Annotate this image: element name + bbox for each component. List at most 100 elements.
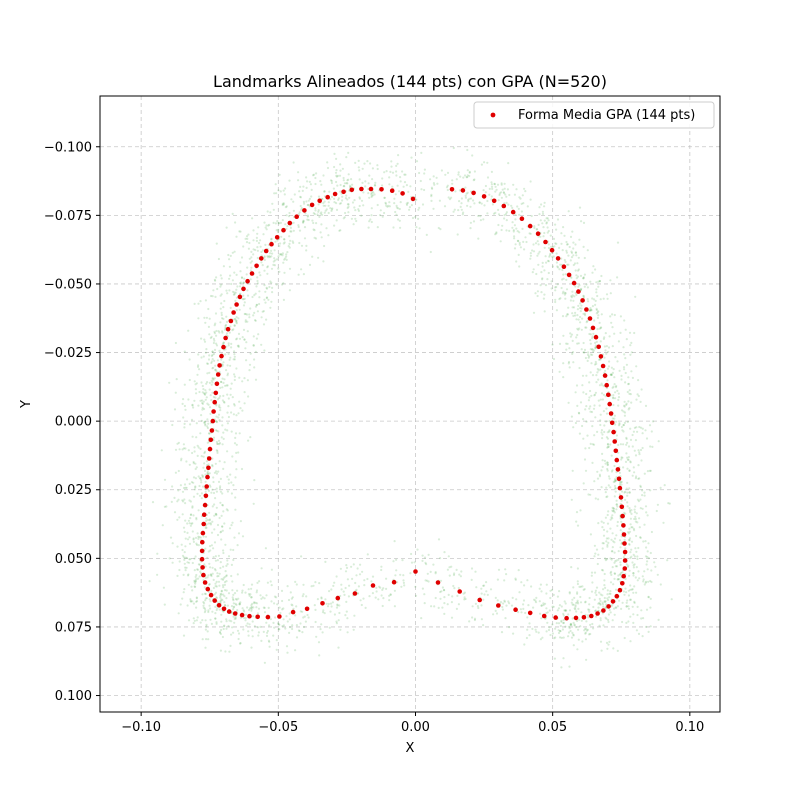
aligned-landmark-dot <box>288 289 291 292</box>
aligned-landmark-dot <box>299 196 302 199</box>
aligned-landmark-dot <box>285 645 289 648</box>
aligned-landmark-dot <box>273 192 276 195</box>
aligned-landmark-dot <box>237 412 240 415</box>
aligned-landmark-dot <box>251 295 254 299</box>
aligned-landmark-dot <box>333 224 336 227</box>
aligned-landmark-dot <box>614 560 617 563</box>
aligned-landmark-dot <box>383 196 386 199</box>
aligned-landmark-dot <box>171 542 174 545</box>
aligned-landmark-dot <box>572 586 575 589</box>
aligned-landmark-dot <box>313 604 316 607</box>
aligned-landmark-dot <box>605 436 609 439</box>
aligned-landmark-dot <box>215 490 218 493</box>
aligned-landmark-dot <box>546 611 549 614</box>
aligned-landmark-dot <box>525 240 528 244</box>
aligned-landmark-dot <box>362 191 365 194</box>
aligned-landmark-dot <box>203 607 206 610</box>
aligned-landmark-dot <box>194 580 197 583</box>
aligned-landmark-dot <box>524 190 527 193</box>
aligned-landmark-dot <box>583 256 586 260</box>
aligned-landmark-dot <box>211 520 214 523</box>
aligned-landmark-dot <box>218 405 221 408</box>
aligned-landmark-dot <box>215 421 219 424</box>
aligned-landmark-dot <box>215 608 218 612</box>
aligned-landmark-dot <box>353 206 356 209</box>
aligned-landmark-dot <box>346 206 349 210</box>
aligned-landmark-dot <box>200 479 203 482</box>
aligned-landmark-dot <box>148 580 151 583</box>
aligned-landmark-dot <box>453 208 456 211</box>
aligned-landmark-dot <box>414 585 417 588</box>
aligned-landmark-dot <box>183 404 186 408</box>
aligned-landmark-dot <box>613 511 616 514</box>
aligned-landmark-dot <box>646 560 649 563</box>
aligned-landmark-dot <box>566 313 569 316</box>
aligned-landmark-dot <box>429 178 432 181</box>
mean-landmark-point <box>609 420 615 426</box>
mean-landmark-point <box>527 223 533 229</box>
aligned-landmark-dot <box>247 395 250 398</box>
aligned-landmark-dot <box>236 573 239 576</box>
aligned-landmark-dot <box>191 600 194 603</box>
aligned-landmark-dot <box>199 536 202 539</box>
aligned-landmark-dot <box>636 557 639 561</box>
aligned-landmark-dot <box>268 285 271 289</box>
aligned-landmark-dot <box>227 624 230 628</box>
mean-landmark-point <box>595 611 600 616</box>
aligned-landmark-dot <box>600 326 603 329</box>
aligned-landmark-dot <box>524 611 527 615</box>
aligned-landmark-dot <box>594 416 597 419</box>
aligned-landmark-dot <box>619 561 622 564</box>
aligned-landmark-dot <box>299 610 302 613</box>
aligned-landmark-dot <box>344 570 348 573</box>
aligned-landmark-dot <box>244 320 247 323</box>
aligned-landmark-dot <box>645 625 648 629</box>
aligned-landmark-dot <box>233 271 236 274</box>
aligned-landmark-dot <box>596 562 599 566</box>
aligned-landmark-dot <box>215 344 219 347</box>
aligned-landmark-dot <box>201 476 204 479</box>
aligned-landmark-dot <box>379 214 382 217</box>
aligned-landmark-dot <box>571 352 574 355</box>
aligned-landmark-dot <box>220 302 223 305</box>
aligned-landmark-dot <box>193 450 196 453</box>
aligned-landmark-dot <box>591 353 594 356</box>
mean-landmark-point <box>215 372 221 377</box>
aligned-landmark-dot <box>524 236 527 239</box>
aligned-landmark-dot <box>395 204 398 207</box>
aligned-landmark-dot <box>593 393 597 396</box>
aligned-landmark-dot <box>239 520 242 523</box>
aligned-landmark-dot <box>646 568 649 571</box>
aligned-landmark-dot <box>333 613 336 616</box>
aligned-landmark-dot <box>582 312 585 315</box>
aligned-landmark-dot <box>413 561 416 564</box>
aligned-landmark-dot <box>606 379 609 382</box>
mean-landmark-point <box>232 611 238 616</box>
aligned-landmark-dot <box>399 180 402 183</box>
aligned-landmark-dot <box>313 229 316 232</box>
aligned-landmark-dot <box>204 398 207 401</box>
aligned-landmark-dot <box>601 612 605 615</box>
aligned-landmark-dot <box>578 327 581 330</box>
aligned-landmark-dot <box>232 293 235 296</box>
aligned-landmark-dot <box>233 442 237 445</box>
aligned-landmark-dot <box>230 282 233 286</box>
aligned-landmark-dot <box>182 447 186 450</box>
aligned-landmark-dot <box>227 344 230 347</box>
aligned-landmark-dot <box>272 221 275 224</box>
aligned-landmark-dot <box>450 196 453 199</box>
aligned-landmark-dot <box>598 321 601 324</box>
aligned-landmark-dot <box>317 210 320 213</box>
aligned-landmark-dot <box>314 620 317 624</box>
aligned-landmark-dot <box>208 333 211 336</box>
aligned-landmark-dot <box>607 598 610 602</box>
aligned-landmark-dot <box>184 569 187 572</box>
aligned-landmark-dot <box>514 218 517 221</box>
aligned-landmark-dot <box>177 489 180 492</box>
aligned-landmark-dot <box>200 414 203 417</box>
aligned-landmark-dot <box>586 249 589 252</box>
aligned-landmark-dot <box>396 162 399 165</box>
aligned-landmark-dot <box>551 265 555 268</box>
aligned-landmark-dot <box>210 399 213 402</box>
aligned-landmark-dot <box>562 277 565 280</box>
